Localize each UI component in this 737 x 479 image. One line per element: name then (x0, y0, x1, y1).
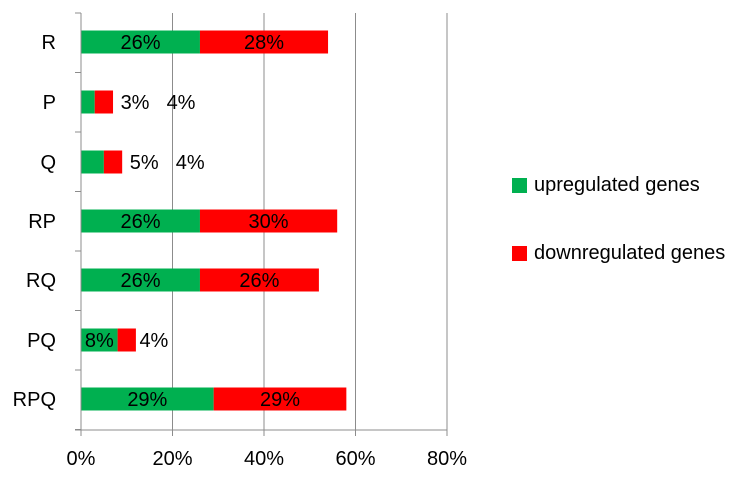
legend-label-downregulated: downregulated genes (534, 242, 726, 264)
x-tick-label: 20% (152, 448, 192, 470)
category-label: P (43, 92, 56, 114)
bars (81, 30, 347, 411)
bar-segment-downregulated (103, 150, 123, 174)
bar-segment-downregulated (199, 268, 319, 292)
data-label-downregulated: 4% (139, 330, 168, 352)
bar-segment-upregulated (81, 30, 200, 54)
data-label-upregulated: 3% (121, 92, 150, 114)
bar-segment-upregulated (81, 90, 95, 114)
data-label-downregulated: 30% (249, 211, 289, 233)
bar-segment-downregulated (117, 328, 136, 352)
x-tick-label: 60% (335, 448, 375, 470)
legend-item-downregulated: downregulated genes (512, 238, 737, 268)
data-labels: 26% 28% 3% 4% 5% 4% 26% 30% 26% 26% 8% 4% 29% 29% (85, 32, 300, 411)
category-label: RP (28, 211, 56, 233)
x-tick-label: 80% (427, 448, 467, 470)
category-label: RPQ (13, 389, 56, 411)
x-tick-label: 40% (244, 448, 284, 470)
data-label-downregulated: 4% (176, 152, 205, 174)
data-label-downregulated: 29% (260, 389, 300, 411)
category-label: Q (40, 152, 56, 174)
data-label-downregulated: 28% (244, 32, 284, 54)
category-label: RQ (26, 270, 56, 292)
category-label: R (42, 32, 56, 54)
bar-segment-upregulated (81, 209, 200, 233)
legend-swatch-upregulated (512, 178, 527, 193)
legend-item-upregulated: upregulated genes (512, 170, 737, 200)
category-label: PQ (27, 330, 56, 352)
data-label-upregulated: 26% (120, 270, 160, 292)
bar-segment-upregulated (81, 328, 118, 352)
data-label-downregulated: 4% (167, 92, 196, 114)
bar-segment-upregulated (81, 268, 200, 292)
bar-segment-upregulated (81, 387, 214, 411)
bar-segment-upregulated (81, 150, 104, 174)
bar-segment-downregulated (213, 387, 347, 411)
data-label-upregulated: 26% (120, 32, 160, 54)
data-label-upregulated: 8% (85, 330, 114, 352)
bar-segment-downregulated (199, 209, 338, 233)
data-label-upregulated: 26% (120, 211, 160, 233)
x-tick-label: 0% (67, 448, 96, 470)
legend-label-upregulated: upregulated genes (534, 174, 700, 196)
bar-segment-downregulated (199, 30, 329, 54)
data-label-upregulated: 29% (127, 389, 167, 411)
legend: upregulated genes downregulated genes (512, 170, 737, 268)
data-label-downregulated: 26% (239, 270, 279, 292)
legend-swatch-downregulated (512, 246, 527, 261)
bar-segment-downregulated (94, 90, 114, 114)
data-label-upregulated: 5% (130, 152, 159, 174)
